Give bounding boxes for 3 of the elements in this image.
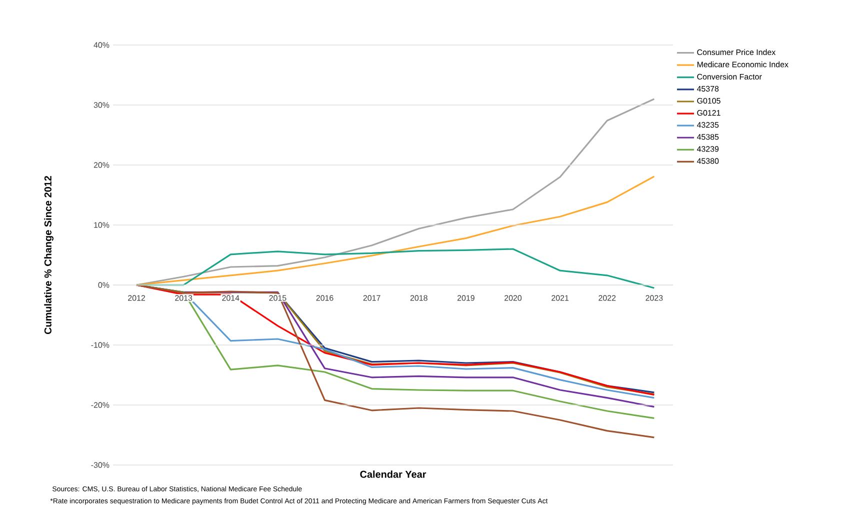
line-series — [136, 248, 655, 289]
x-axis-title: Calendar Year — [360, 470, 426, 478]
y-axis-title: Cumulative % Change Since 2012 — [44, 176, 54, 334]
